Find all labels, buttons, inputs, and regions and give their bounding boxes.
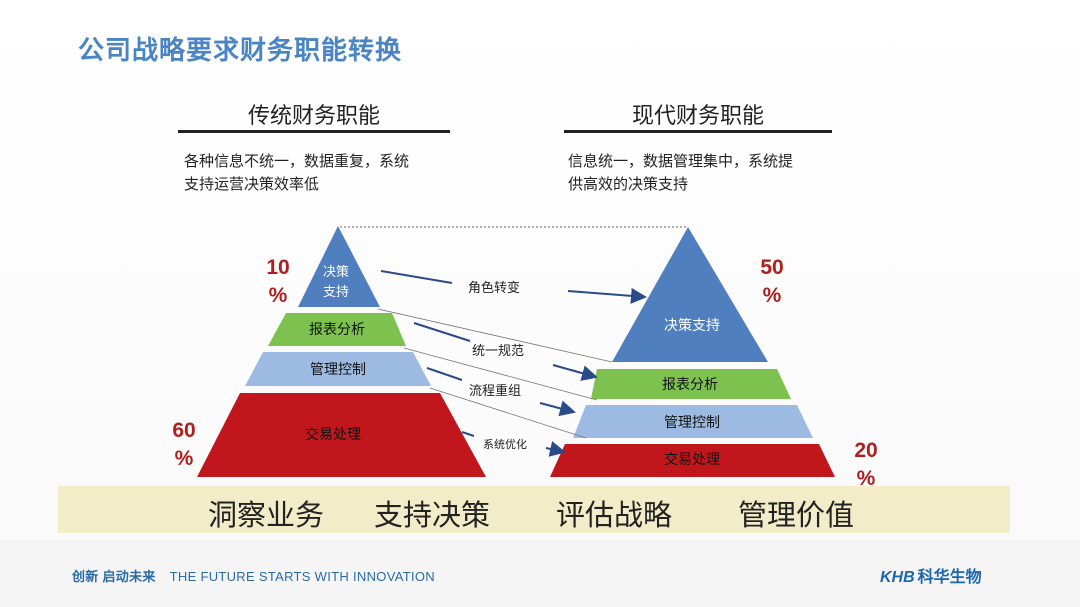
left-description: 各种信息不统一，数据重复，系统 支持运营决策效率低 [184,150,474,196]
right-level-transaction [550,444,835,477]
page-title: 公司战略要求财务职能转换 [78,36,403,66]
left-label-decision-1: 决策 [323,264,349,280]
right-top-percent: 50 % [752,254,792,310]
band-item-manage: 管理价值 [738,498,855,532]
right-label-transaction: 交易处理 [664,451,720,468]
guide-line-1 [377,308,613,363]
left-label-decision-2: 支持 [323,285,349,300]
value-band: 洞察业务 支持决策 评估战略 管理价值 [58,486,1010,533]
band-item-insight: 洞察业务 [208,498,325,532]
arrow-unify-a [413,322,471,342]
left-label-report: 报表分析 [309,322,365,338]
transition-role-change: 角色转变 [468,280,520,296]
left-bottom-percent-sign: % [174,447,194,470]
left-top-percent: 10 % [258,254,298,310]
arrow-unify-b [552,364,598,381]
right-bottom-percent-sign: % [856,467,876,490]
right-label-decision: 决策支持 [664,317,720,334]
left-heading: 传统财务职能 [247,104,380,129]
left-level-transaction [197,393,486,477]
left-top-percent-value: 10 [266,256,290,279]
left-bottom-percent-value: 60 [172,419,196,442]
left-label-control: 管理控制 [310,362,366,378]
slide: 公司战略要求财务职能转换 传统财务职能 各种信息不统一，数据重复，系统 支持运营… [0,0,1080,540]
right-heading: 现代财务职能 [631,104,764,129]
footer-slogan: 创新 启动未来 THE FUTURE STARTS WITH INNOVATIO… [72,566,435,585]
left-level-decision [298,226,380,307]
arrow-process-b [539,400,576,417]
left-top-percent-sign: % [268,284,288,307]
left-label-transaction: 交易处理 [305,426,361,443]
right-bottom-percent: 20 % [846,437,886,493]
band-item-support: 支持决策 [374,498,491,532]
right-desc-line-1: 信息统一，数据管理集中，系统提 [568,152,794,170]
right-level-control [573,405,813,438]
logo-mark: KHB [880,569,915,586]
left-level-report [268,313,406,346]
left-bottom-percent: 60 % [164,417,204,473]
right-level-report [591,369,791,399]
right-bottom-percent-value: 20 [854,439,878,462]
guide-line-3 [429,387,587,439]
transition-process: 流程重组 [469,383,521,399]
logo-cn: 科华生物 [917,569,982,586]
arrow-system-b [545,441,566,457]
left-desc-line-2: 支持运营决策效率低 [184,175,320,193]
right-top-percent-value: 50 [760,256,784,279]
transition-system: 系统优化 [483,437,527,451]
transition-unify: 统一规范 [472,344,524,359]
arrow-role-change-a [380,270,453,284]
right-desc-line-2: 供高效的决策支持 [568,175,689,193]
right-top-percent-sign: % [762,284,782,307]
right-level-decision [612,227,768,362]
right-heading-rule [564,130,832,133]
left-level-control [245,352,431,386]
right-label-control: 管理控制 [664,415,720,431]
right-description: 信息统一，数据管理集中，系统提 供高效的决策支持 [568,150,858,196]
footer-slogan-en: THE FUTURE STARTS WITH INNOVATION [169,569,435,584]
left-heading-rule [178,130,450,133]
guide-line-2 [403,347,598,401]
band-item-evaluate: 评估战略 [556,498,673,532]
arrow-role-change-b [567,287,647,304]
arrow-system-a [461,431,475,437]
right-label-report: 报表分析 [662,377,718,393]
left-desc-line-1: 各种信息不统一，数据重复，系统 [184,152,410,170]
pyramid-diagram: 决策 支持 报表分析 管理控制 交易处理 决策支持 报表分析 管理控制 交易处理… [197,226,835,477]
footer-slogan-cn: 创新 启动未来 [72,569,156,584]
arrow-process-a [426,367,463,381]
company-logo: KHB 科华生物 [880,563,982,587]
